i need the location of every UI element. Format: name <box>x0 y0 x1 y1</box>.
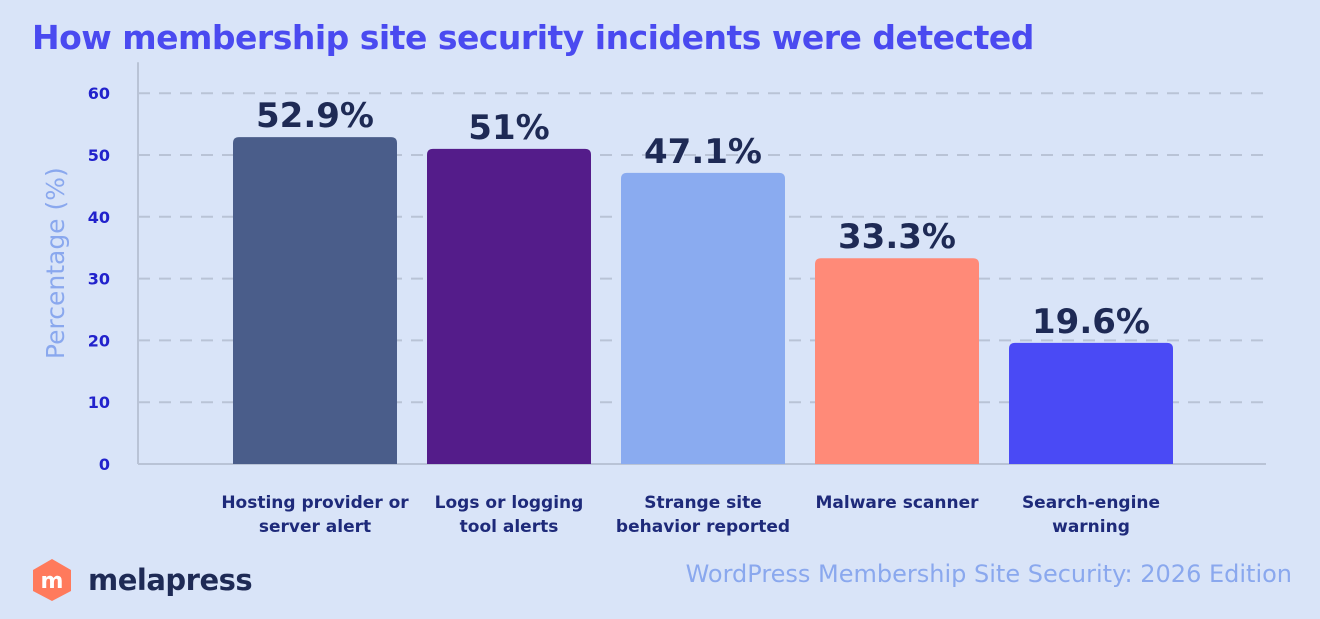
bar <box>815 258 979 464</box>
data-label: 47.1% <box>644 132 762 172</box>
x-tick-label: Hosting provider or <box>221 493 409 513</box>
y-tick-label: 0 <box>99 455 110 474</box>
bar <box>427 148 591 464</box>
y-tick-label: 20 <box>88 331 110 350</box>
bar <box>233 137 397 464</box>
x-tick-label: tool alerts <box>460 517 559 537</box>
x-tick-label: warning <box>1052 517 1130 537</box>
chart-title: How membership site security incidents w… <box>32 18 1034 57</box>
x-tick-label: Search-engine <box>1022 493 1160 513</box>
report-caption: WordPress Membership Site Security: 2026… <box>685 560 1292 588</box>
x-tick-label: Malware scanner <box>815 493 979 513</box>
bar <box>621 172 785 464</box>
y-tick-label: 40 <box>88 208 110 227</box>
x-tick-label: server alert <box>259 517 371 537</box>
data-label: 52.9% <box>256 96 374 136</box>
data-label: 19.6% <box>1032 302 1150 342</box>
y-tick-label: 10 <box>88 393 110 412</box>
brand-logo: m melapress <box>30 558 253 602</box>
svg-text:m: m <box>41 569 64 594</box>
data-label: 33.3% <box>838 217 956 257</box>
data-label: 51% <box>468 108 549 148</box>
melapress-logo-icon: m <box>33 559 71 601</box>
y-tick-label: 60 <box>88 84 110 103</box>
y-axis-label: Percentage (%) <box>41 167 70 359</box>
bar <box>1009 342 1173 464</box>
x-tick-label: Strange site <box>644 493 762 513</box>
y-tick-label: 30 <box>88 270 110 289</box>
x-tick-label: Logs or logging <box>435 493 584 513</box>
brand-name: melapress <box>88 563 253 597</box>
x-tick-label: behavior reported <box>616 517 790 537</box>
y-tick-label: 50 <box>88 146 110 165</box>
